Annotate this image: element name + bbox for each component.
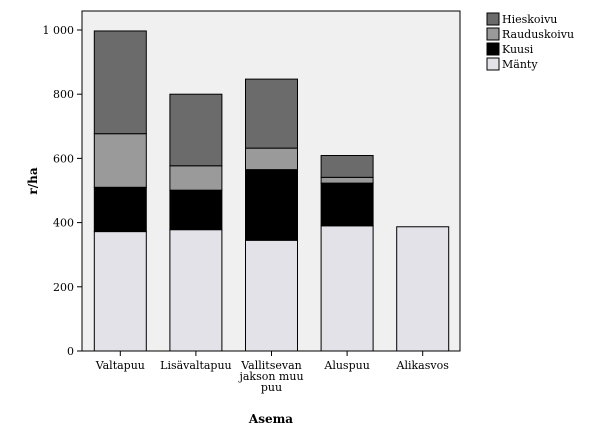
bar-segment-hieskoivu [320, 155, 374, 178]
legend-swatch [486, 27, 500, 41]
bar-segment-hieskoivu [169, 93, 223, 167]
y-tick-label: 800 [53, 88, 74, 101]
y-tick-label: 0 [67, 345, 74, 358]
bar-segment-mänty [93, 231, 147, 352]
legend-swatch [486, 57, 500, 71]
legend: Hieskoivu Rauduskoivu Kuusi Mänty [486, 12, 574, 71]
x-tick-label: Valtapuu [95, 359, 145, 372]
y-axis: 0 200 400 600 800 1 000 [43, 24, 82, 358]
y-axis-title: r/ha [26, 167, 40, 194]
bar-segment-rauduskoivu [245, 147, 298, 171]
legend-label: Rauduskoivu [502, 28, 574, 41]
bar-segment-kuusi [320, 182, 374, 227]
bar-segment-kuusi [93, 186, 147, 233]
legend-label: Kuusi [502, 43, 534, 56]
bar-segment-hieskoivu [245, 78, 298, 149]
y-tick-label: 600 [53, 152, 74, 165]
legend-label: Hieskoivu [502, 13, 557, 26]
bar-segment-mänty [320, 225, 374, 352]
bar-segment-rauduskoivu [320, 176, 374, 184]
legend-label: Mänty [502, 58, 538, 71]
bar-segment-rauduskoivu [169, 165, 223, 191]
x-tick-label: Alikasvos [396, 359, 450, 372]
bar-segment-hieskoivu [93, 30, 147, 135]
bar-segment-mänty [169, 229, 223, 352]
bar-segment-kuusi [169, 189, 223, 231]
x-tick-label: Aluspuu [323, 359, 369, 372]
x-tick-label: Vallitsevan jakson muu puu [237, 359, 303, 394]
y-tick-label: 200 [53, 281, 74, 294]
bars-group [93, 30, 450, 352]
bar-segment-mänty [396, 226, 450, 352]
bar-segment-mänty [245, 239, 298, 352]
legend-swatch [486, 42, 500, 56]
x-tick-label: Lisävaltapuu [160, 359, 232, 372]
bar-segment-kuusi [245, 169, 298, 241]
x-axis: Valtapuu Lisävaltapuu Vallitsevan jakson mu… [95, 351, 450, 394]
bar-segment-rauduskoivu [93, 133, 147, 188]
y-tick-label: 400 [53, 217, 74, 230]
y-tick-label: 1 000 [43, 24, 75, 37]
legend-swatch [486, 12, 500, 26]
x-axis-title: Asema [248, 412, 293, 426]
